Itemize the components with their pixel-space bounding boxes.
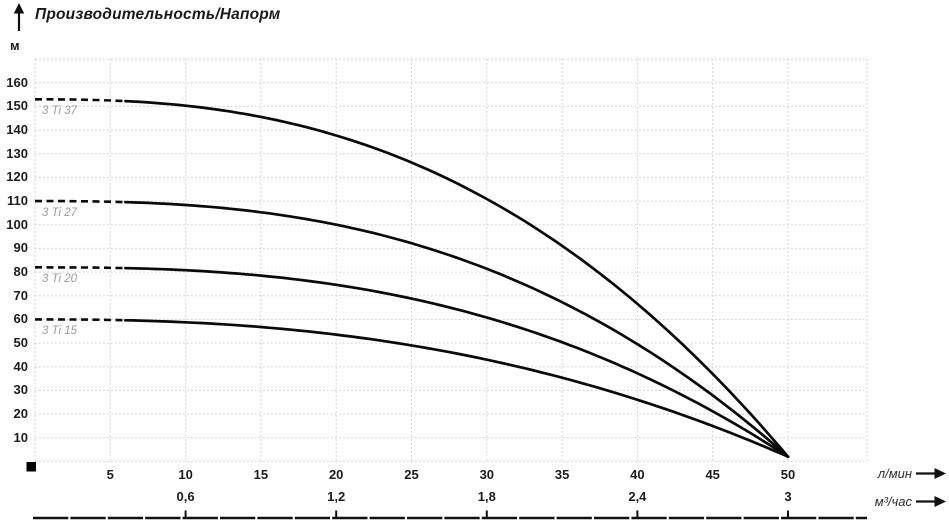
x-tick-label-m3: 0,6 [176, 489, 195, 504]
y-tick-label: 130 [6, 145, 28, 161]
curve [124, 266, 790, 459]
curve-dashed-head [35, 318, 126, 322]
curve-label: 3 Ti 20 [42, 273, 78, 286]
x-axis-primary-unit: л/мин [877, 466, 912, 481]
x2-axis-arrow-icon [934, 496, 946, 507]
x-axis-secondary-unit: м³/час [874, 494, 912, 509]
x-tick-label-m3: 2,4 [628, 489, 647, 504]
y-tick-label: 100 [6, 216, 28, 232]
y-tick-label: 70 [13, 287, 28, 303]
y-tick-label: 60 [13, 311, 28, 327]
y-tick-label: 160 [6, 74, 28, 90]
x-tick-label-lmin: 15 [253, 467, 269, 482]
x-tick-label-lmin: 25 [404, 467, 419, 482]
curve [124, 99, 790, 459]
curve-dashed-head [35, 98, 126, 103]
y-tick-label: 120 [6, 169, 28, 185]
x-tick-label-lmin: 30 [479, 467, 495, 482]
y-tick-label: 90 [13, 240, 28, 256]
y-tick-label: 10 [13, 429, 28, 445]
y-tick-label: 30 [13, 382, 28, 398]
y-tick-label: 140 [6, 122, 28, 138]
curve-label: 3 Ti 27 [42, 207, 78, 220]
curve-dashed-head [35, 266, 126, 270]
y-axis-arrowhead-icon [13, 3, 25, 14]
y-tick-label: 20 [13, 406, 28, 422]
x-tick-label-lmin: 40 [630, 467, 645, 482]
y-tick-label: 150 [6, 98, 28, 114]
x-tick-label-lmin: 5 [106, 467, 114, 482]
y-tick-label: 80 [13, 264, 28, 280]
x-tick-label-lmin: 50 [780, 467, 796, 482]
curve-label: 3 Ti 37 [42, 105, 78, 118]
x1-axis-arrow-icon [934, 468, 946, 479]
y-axis-unit: м [10, 38, 20, 53]
x-tick-label-lmin: 45 [705, 467, 720, 482]
y-tick-label: 40 [13, 358, 28, 374]
x-tick-label-lmin: 35 [554, 467, 570, 482]
curve-dashed-head [35, 199, 126, 204]
x-tick-label-lmin: 10 [178, 467, 193, 482]
origin-marker [26, 462, 36, 472]
x-tick-label-m3: 1,2 [327, 489, 346, 504]
curve-label: 3 Ti 15 [42, 325, 78, 338]
x-tick-label-lmin: 20 [328, 467, 344, 482]
x-tick-label-m3: 1,8 [477, 489, 496, 504]
y-tick-label: 50 [13, 335, 28, 351]
curve [124, 318, 790, 459]
x-tick-label-m3: 3 [784, 489, 792, 504]
curve [124, 200, 790, 459]
y-tick-label: 110 [7, 193, 28, 209]
chart-title: Производительность/Напорм [35, 6, 281, 23]
